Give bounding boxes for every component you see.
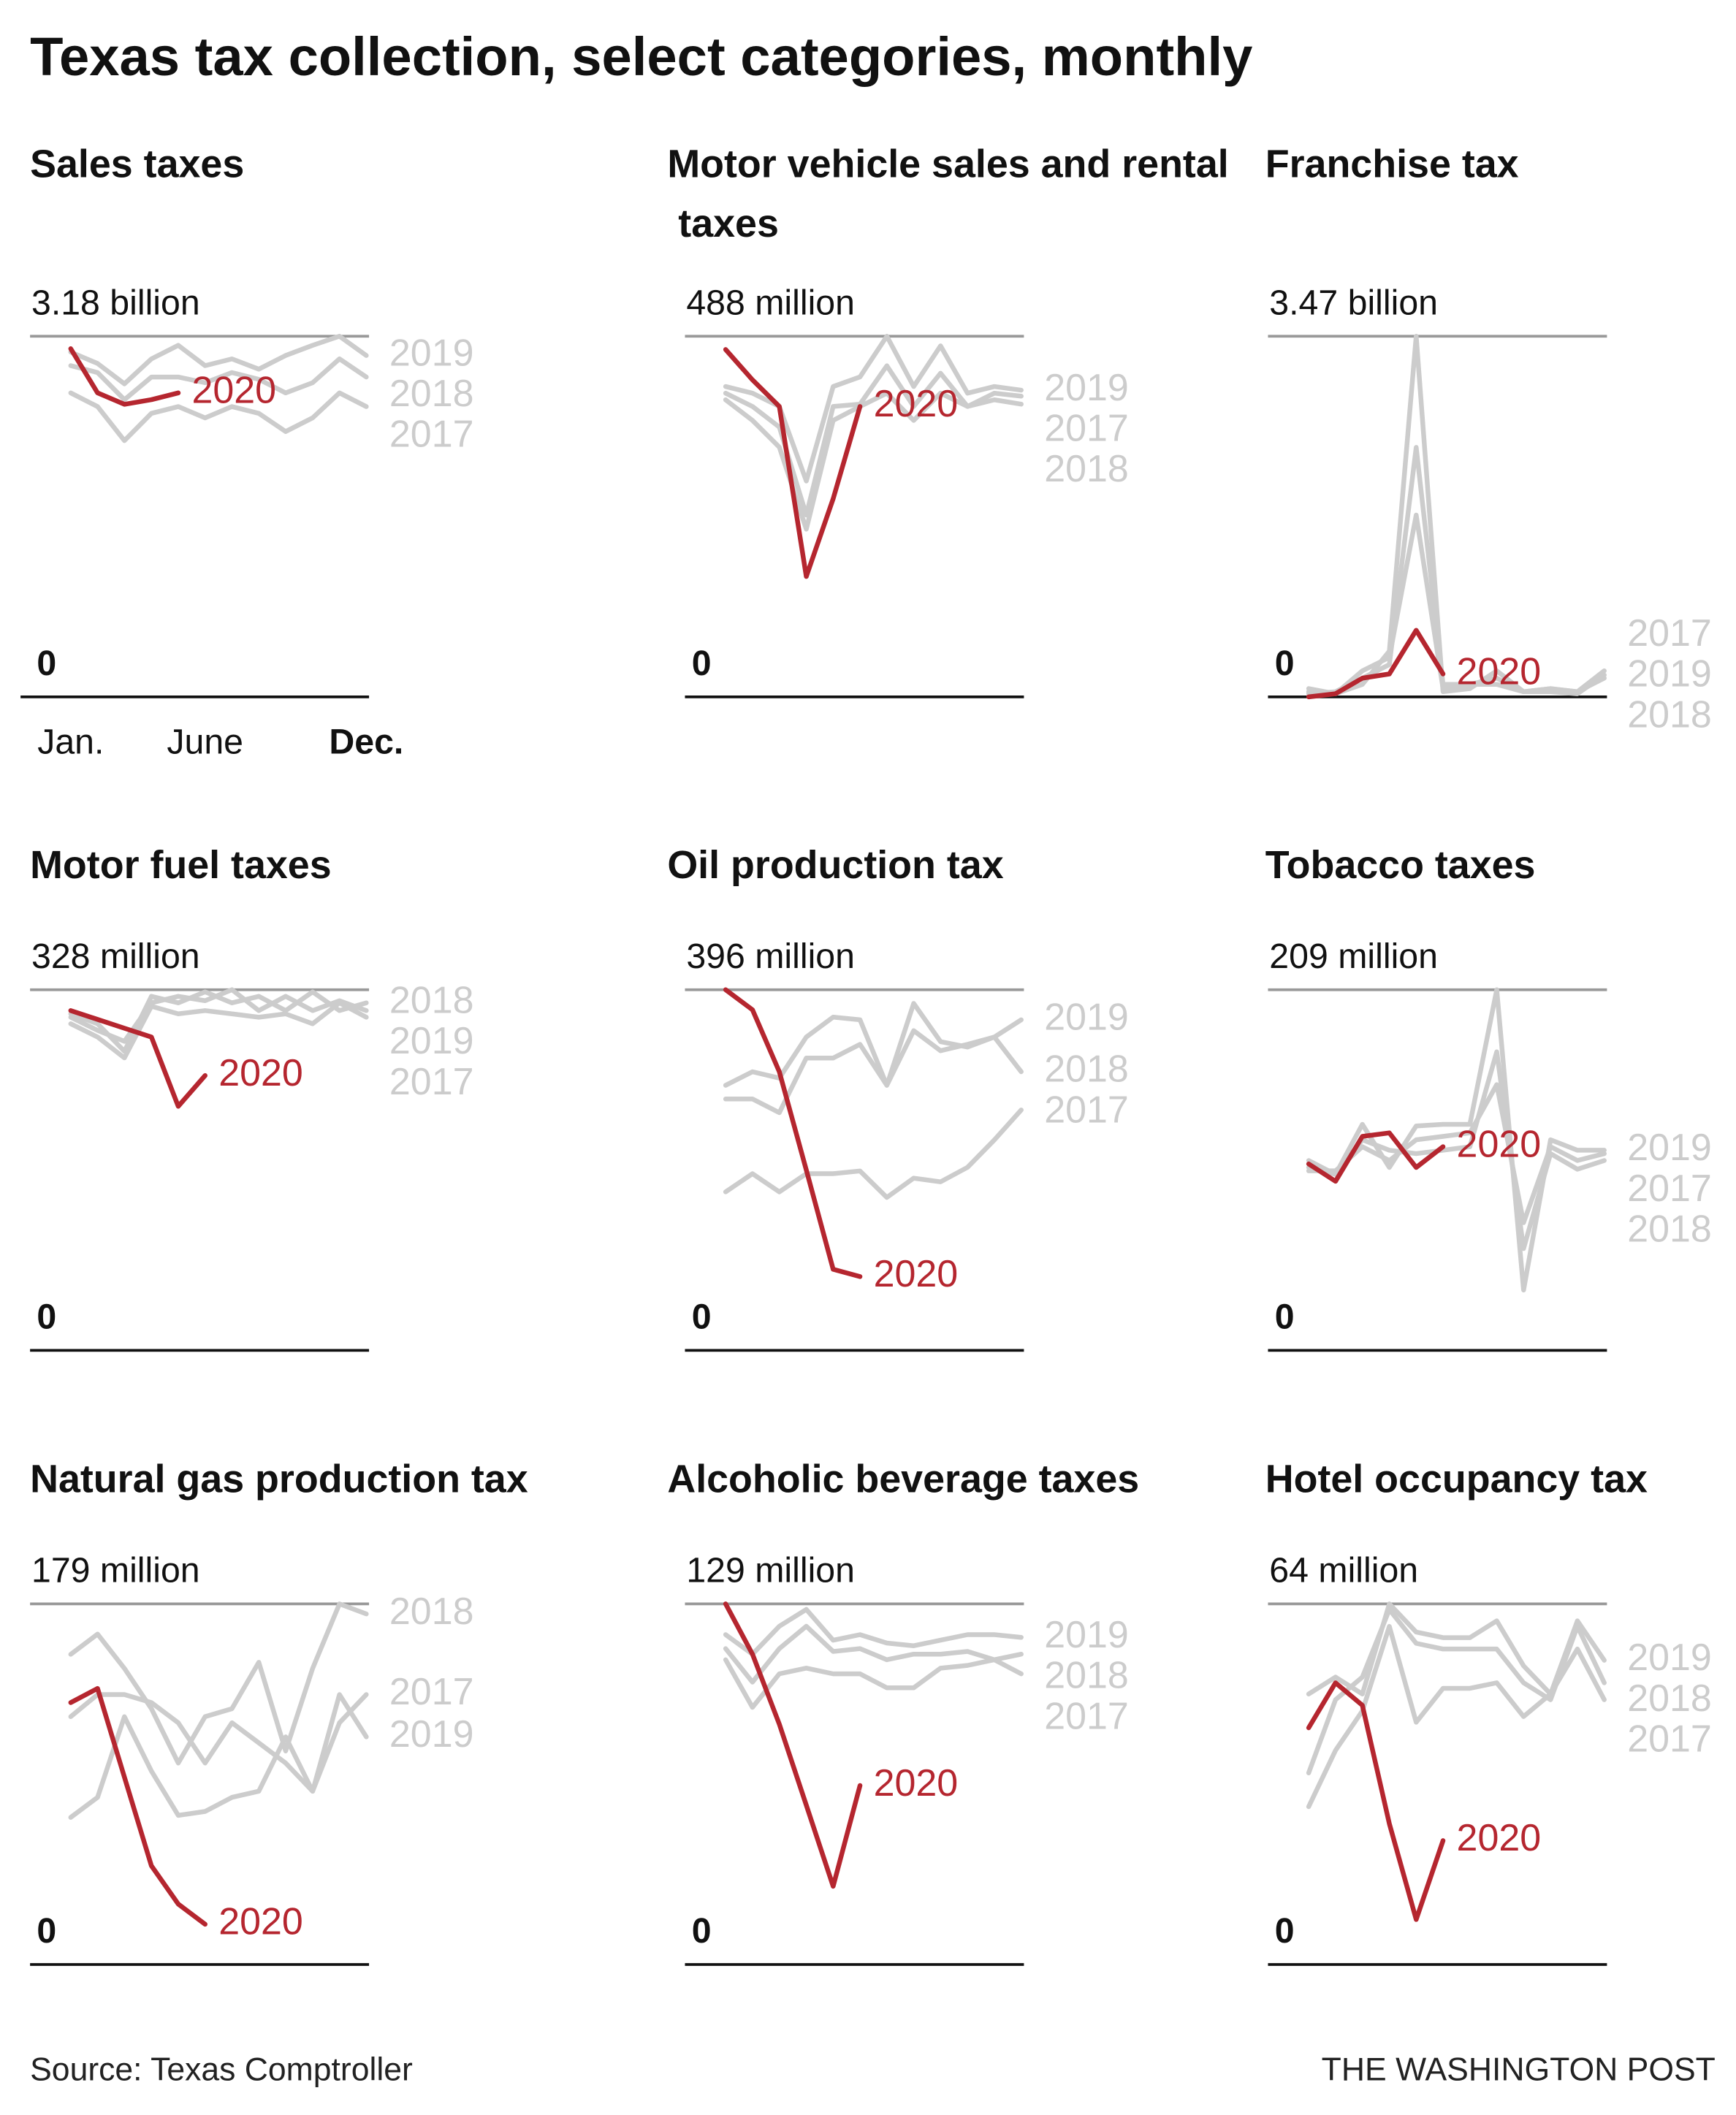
series-label: 2019 (1044, 1614, 1129, 1656)
series-line (723, 1108, 1024, 1200)
series-label: 2020 (874, 383, 959, 425)
panel-title: Motor fuel taxes (30, 843, 332, 887)
series-line (1306, 628, 1446, 700)
y-tick-label: 328 million (31, 937, 200, 976)
panel-title: Tobacco taxes (1265, 843, 1536, 887)
series-line (1306, 1607, 1607, 1776)
y-tick-label: 0 (692, 1297, 712, 1336)
series-label: 2020 (191, 370, 276, 412)
y-tick-label: 0 (1275, 644, 1295, 683)
y-tick-label: 0 (692, 1911, 712, 1951)
y-tick-label: 488 million (686, 283, 855, 322)
series-line (723, 363, 1024, 518)
y-tick-label: 129 million (686, 1550, 855, 1590)
panel-title: Sales taxes (30, 142, 244, 186)
series-line (68, 333, 369, 386)
series-label: 2020 (1457, 1123, 1542, 1165)
series-label: 2017 (1044, 1695, 1129, 1737)
series-label: 2019 (1044, 367, 1129, 409)
y-tick-label: 179 million (31, 1550, 200, 1590)
series-line (723, 1607, 1024, 1657)
y-tick-label: 3.18 billion (31, 283, 200, 322)
series-line (68, 390, 369, 443)
series-line (68, 356, 369, 403)
series-line (723, 1601, 863, 1889)
series-label: 2018 (1627, 693, 1712, 736)
series-label: 2019 (389, 1020, 474, 1062)
series-label: 2018 (1627, 1208, 1712, 1250)
series-label: 2019 (389, 1713, 474, 1756)
series-label: 2020 (218, 1901, 303, 1943)
panel-title: Franchise tax (1265, 142, 1519, 186)
panel-title: Hotel occupancy tax (1265, 1457, 1648, 1501)
source: Source: Texas Comptroller (30, 2051, 413, 2087)
series-line (1306, 1601, 1607, 1697)
series-label: 2017 (1044, 1089, 1129, 1131)
series-line (68, 1692, 369, 1820)
y-tick-label: 3.47 billion (1269, 283, 1438, 322)
y-tick-label: 209 million (1269, 937, 1438, 976)
series-line (1306, 1082, 1607, 1225)
y-tick-label: 396 million (686, 937, 855, 976)
series-label: 2017 (389, 414, 474, 456)
y-tick-label: 0 (37, 644, 56, 683)
panel-title: Alcoholic beverage taxes (667, 1457, 1139, 1501)
main-title: Texas tax collection, select categories,… (30, 26, 1252, 87)
y-tick-label: 0 (1275, 1911, 1295, 1951)
x-tick-label: Jan. (37, 723, 104, 762)
series-label: 2018 (1627, 1677, 1712, 1720)
y-tick-label: 0 (692, 644, 712, 683)
series-label: 2017 (389, 1671, 474, 1713)
y-tick-label: 64 million (1269, 1550, 1418, 1590)
series-line (723, 1623, 1024, 1685)
series-line (68, 346, 181, 407)
series-line (1306, 1130, 1446, 1184)
series-label: 2019 (389, 332, 474, 374)
series-line (1306, 1680, 1446, 1922)
series-label: 2020 (218, 1052, 303, 1094)
series-line (68, 1685, 208, 1927)
series-label: 2017 (1044, 407, 1129, 449)
series-line (1306, 987, 1607, 1293)
series-line (1306, 333, 1607, 696)
series-line (723, 347, 863, 579)
series-label: 2017 (1627, 1718, 1712, 1761)
x-tick-label: Dec. (329, 723, 403, 762)
series-line (723, 1657, 1024, 1710)
series-label: 2019 (1627, 653, 1712, 696)
series-line (68, 989, 369, 1054)
x-tick-label: June (167, 723, 243, 762)
y-tick-label: 0 (37, 1911, 56, 1951)
series-label: 2018 (389, 373, 474, 415)
series-line (68, 1008, 208, 1109)
series-label: 2019 (1044, 996, 1129, 1039)
series-line (68, 1000, 369, 1061)
y-tick-label: 0 (37, 1297, 56, 1336)
y-tick-label: 0 (1275, 1297, 1295, 1336)
panel-title: Natural gas production tax (30, 1457, 528, 1501)
series-line (1306, 1623, 1607, 1810)
credit: THE WASHINGTON POST (1322, 2051, 1716, 2087)
series-label: 2017 (1627, 1167, 1712, 1210)
series-label: 2020 (1457, 1817, 1542, 1859)
panel-title: Oil production tax (667, 843, 1003, 887)
series-label: 2017 (389, 1061, 474, 1103)
series-line (723, 987, 863, 1279)
series-label: 2018 (1044, 448, 1129, 490)
series-label: 2018 (389, 979, 474, 1021)
panel-title: Motor vehicle sales and rental taxes (667, 142, 1228, 245)
series-line (723, 1001, 1024, 1088)
series-label: 2019 (1627, 1636, 1712, 1679)
series-label: 2018 (1044, 1048, 1129, 1091)
series-line (68, 1601, 369, 1766)
series-label: 2018 (389, 1590, 474, 1633)
series-label: 2019 (1627, 1127, 1712, 1169)
series-label: 2018 (1044, 1655, 1129, 1697)
series-label: 2017 (1627, 612, 1712, 655)
series-label: 2020 (874, 1762, 959, 1805)
series-line (68, 987, 369, 1044)
series-label: 2020 (1457, 650, 1542, 693)
series-label: 2020 (874, 1253, 959, 1295)
